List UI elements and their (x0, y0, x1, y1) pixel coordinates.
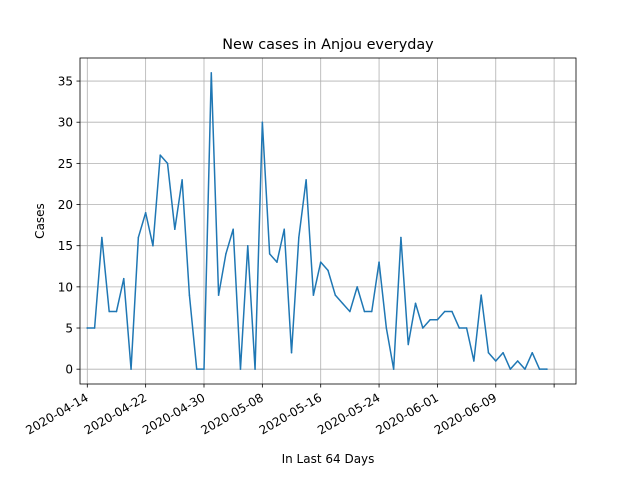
data-point (247, 244, 249, 247)
data-point (473, 360, 475, 362)
data-point (254, 368, 256, 370)
data-point (341, 302, 344, 305)
data-point (123, 277, 125, 280)
data-point (298, 236, 300, 239)
data-point (546, 368, 548, 370)
data-point (349, 310, 351, 313)
data-point (166, 162, 169, 165)
data-point (378, 261, 380, 263)
data-point (407, 343, 409, 346)
data-point (159, 154, 161, 156)
data-point (327, 269, 329, 272)
data-point (174, 228, 176, 230)
y-tick-label: 30 (58, 116, 73, 130)
data-point (101, 236, 103, 239)
data-point (144, 212, 147, 214)
data-point (203, 368, 205, 370)
data-point (414, 302, 417, 305)
data-point (181, 179, 183, 181)
data-point (276, 261, 278, 263)
y-tick-label: 20 (58, 198, 73, 212)
data-point (371, 310, 373, 313)
data-point (130, 368, 132, 370)
data-point (480, 294, 482, 296)
data-point (495, 360, 497, 362)
data-point (283, 228, 285, 230)
y-tick-label: 10 (58, 280, 73, 294)
data-point (225, 253, 227, 255)
data-point (239, 368, 242, 370)
data-point (436, 319, 439, 321)
data-point (509, 368, 512, 370)
grid (80, 58, 576, 384)
y-tick-label: 15 (58, 239, 73, 253)
data-point (524, 368, 526, 370)
data-point (261, 121, 264, 123)
data-point (538, 368, 541, 370)
data-point (363, 310, 366, 313)
y-tick-label: 35 (58, 75, 73, 89)
series-group (86, 72, 548, 370)
chart-title: New cases in Anjou everyday (222, 37, 434, 53)
data-point (195, 368, 198, 370)
data-point (451, 310, 453, 313)
data-point (458, 327, 461, 329)
data-point (385, 327, 388, 329)
data-point (429, 319, 431, 321)
data-point (502, 351, 504, 354)
data-point (152, 244, 154, 247)
data-point (108, 310, 110, 313)
data-point (319, 261, 322, 263)
data-point (356, 286, 358, 288)
data-point (188, 294, 191, 296)
data-point (392, 368, 395, 370)
y-axis-label: Cases (33, 203, 47, 239)
data-point (210, 72, 213, 74)
data-point (268, 253, 271, 255)
data-point (115, 310, 118, 313)
plot-area (80, 58, 576, 384)
series-line (86, 72, 548, 370)
data-point (443, 310, 446, 313)
y-tick-label: 25 (58, 157, 73, 171)
data-point (305, 179, 307, 181)
data-point (465, 327, 468, 329)
data-point (400, 236, 402, 239)
data-point (422, 327, 424, 329)
plot-frame (79, 57, 577, 385)
y-tick-label: 5 (65, 322, 73, 336)
data-point (487, 351, 490, 354)
data-point (217, 294, 220, 296)
data-point (137, 236, 140, 239)
data-point (93, 327, 96, 329)
data-point (312, 294, 315, 296)
data-point (290, 351, 293, 354)
data-point (531, 351, 533, 354)
data-point (232, 228, 234, 230)
x-axis-label: In Last 64 Days (282, 452, 375, 466)
data-point (516, 360, 519, 362)
data-point (334, 294, 337, 296)
data-point (86, 327, 89, 329)
y-tick-label: 0 (65, 363, 73, 377)
